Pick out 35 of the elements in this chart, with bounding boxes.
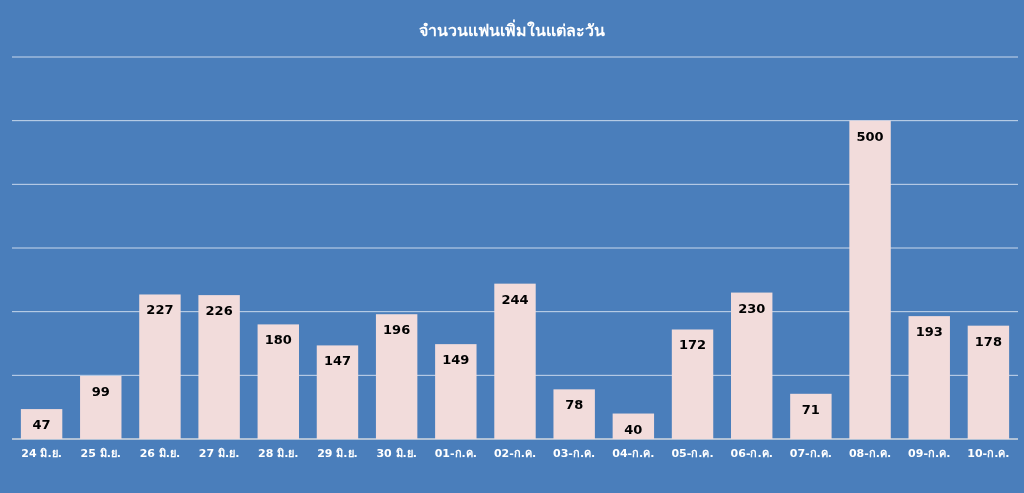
x-tick-label: 25 มิ.ย. [80, 447, 122, 460]
data-label: 40 [624, 421, 643, 437]
x-tick-label: 05-ก.ค. [671, 447, 714, 460]
data-label: 149 [442, 352, 470, 368]
data-label: 78 [565, 397, 584, 413]
data-label: 230 [738, 300, 766, 316]
x-tick-label: 08-ก.ค. [848, 447, 892, 460]
x-tick-label: 09-ก.ค. [908, 447, 951, 460]
data-label: 244 [501, 291, 529, 307]
chart-title: จำนวนแฟนเพิ่มในแต่ละวัน [419, 19, 605, 40]
x-tick-label: 28 มิ.ย. [258, 447, 299, 460]
x-tick-label: 07-ก.ค. [789, 447, 832, 460]
x-tick-label: 04-ก.ค. [612, 447, 655, 460]
data-label: 71 [801, 401, 820, 417]
data-label: 172 [678, 337, 707, 353]
data-label: 226 [205, 303, 233, 319]
data-label: 180 [264, 332, 292, 348]
x-tick-label: 26 มิ.ย. [139, 447, 181, 460]
data-label: 47 [32, 417, 51, 433]
data-label: 178 [974, 333, 1002, 349]
data-label: 196 [383, 322, 411, 338]
x-tick-label: 24 มิ.ย. [21, 447, 62, 460]
x-tick-label: 06-ก.ค. [730, 447, 773, 460]
x-tick-label: 02-ก.ค. [493, 447, 537, 460]
x-tick-label: 01-ก.ค. [434, 447, 477, 460]
data-label: 500 [856, 128, 884, 144]
x-tick-label: 29 มิ.ย. [317, 447, 358, 460]
x-tick-label: 30 มิ.ย. [376, 447, 417, 460]
data-label: 147 [323, 353, 352, 369]
x-tick-label: 03-ก.ค. [553, 447, 596, 460]
x-tick-label: 27 มิ.ย. [198, 447, 240, 460]
data-label: 193 [915, 324, 943, 340]
data-label: 227 [146, 302, 174, 318]
data-label: 99 [91, 383, 110, 399]
x-tick-label: 10-ก.ค. [967, 447, 1010, 460]
